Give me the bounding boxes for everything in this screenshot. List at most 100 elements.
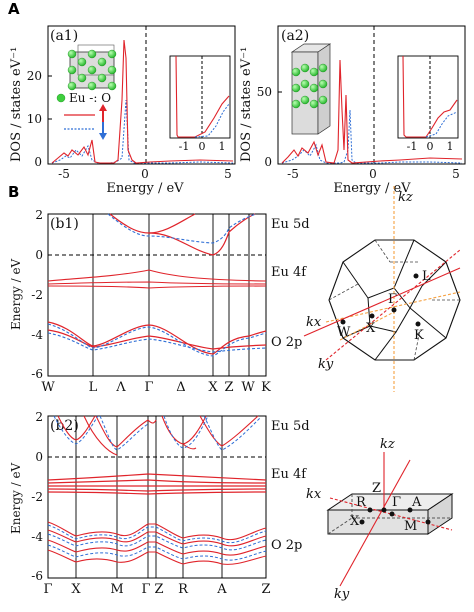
b2-cond-up [57, 415, 259, 456]
bz2-X-point [359, 519, 365, 525]
a1-inset-xtick--1: -1 [179, 140, 190, 153]
dos-panel-a2: (a2) 0 50 -5 0 5 Energy / eV -1 0 1 [257, 25, 466, 196]
a1-ytick-10: 10 [27, 112, 42, 126]
a1-legend-atom-icon [56, 93, 66, 103]
b1-label: (b1) [50, 216, 79, 232]
bz1-gamma-point [391, 307, 397, 313]
bz1-kz-label: kz [398, 190, 413, 205]
bz1-K-point [415, 321, 421, 327]
b2-kpoint-lines [75, 416, 223, 578]
bz2-kx-label: kx [306, 487, 322, 502]
b1-k-Gamma: Γ [144, 380, 153, 395]
a2-inset-up [402, 55, 458, 138]
b2-val-down [47, 524, 267, 561]
b1-kpoint-lines [92, 214, 250, 376]
b2-val-up [47, 521, 267, 565]
b1-k-W: W [41, 380, 55, 395]
b1-label-o2p: O 2p [271, 335, 302, 350]
b1-label-eu4f: Eu 4f [271, 265, 307, 280]
spin-up-arrow-icon [99, 104, 107, 122]
a2-inset-down [425, 111, 458, 138]
a1-legend-atom-label: Eu -: O [69, 91, 111, 105]
a1-inset-xtick-1: 1 [219, 140, 226, 153]
bz2-kx-axis [329, 497, 453, 531]
b1-k-Lambda: Λ [115, 380, 126, 395]
b1-cond-up-2 [148, 213, 256, 256]
bz2-Z-label: Z [372, 481, 381, 496]
b1-val-up-1 [47, 321, 267, 355]
a2-xtick--5: -5 [287, 167, 299, 181]
a2-inset-xtick-1: 1 [447, 140, 454, 153]
a1-inset-xtick-0: 0 [199, 140, 206, 153]
b2-label-eu5d: Eu 5d [271, 419, 310, 434]
b1-f-1 [47, 269, 267, 282]
b1-ytick--2: -2 [31, 288, 43, 302]
a1-xtick-5: 5 [224, 167, 232, 181]
bz2-ky-axis [339, 459, 411, 587]
b1-f-2 [47, 281, 267, 285]
brillouin-zone-fcc: kz kx ky L Γ W X K [303, 186, 461, 392]
brillouin-zone-tetragonal: kz kx ky R Z Γ A X M [306, 437, 454, 602]
a2-ytick-0: 0 [264, 155, 272, 169]
b1-k-Delta: Δ [176, 380, 185, 395]
bz1-ky-label: ky [318, 357, 334, 372]
b2-label-o2p: O 2p [271, 538, 302, 553]
a1-label: (a1) [50, 28, 78, 44]
b1-ytick-0: 0 [35, 248, 43, 262]
b2-cond-down [53, 415, 261, 451]
bz1-ky-axis [339, 311, 395, 341]
bz2-X-label: X [350, 514, 360, 529]
bz1-L-point [413, 273, 419, 279]
bz2-Z-point [381, 507, 387, 513]
b2-label: (b2) [50, 418, 79, 434]
bz1-gamma-label: Γ [388, 292, 397, 307]
a1-inset-down [194, 103, 230, 138]
bz1-red-diag [325, 249, 461, 361]
section-label-A: A [8, 0, 20, 18]
bz2-gamma-point [389, 511, 395, 517]
a1-ytick-0: 0 [34, 155, 42, 169]
b2-k-M: M [110, 582, 123, 597]
bz2-R-label: R [356, 495, 367, 510]
a1-frame [47, 25, 236, 165]
b1-ylabel: Energy / eV [9, 258, 23, 330]
b1-cond-down [107, 213, 257, 244]
b1-f-3 [47, 285, 267, 289]
b2-k-Z: Z [154, 582, 163, 597]
a1-xtick-0: 0 [141, 167, 149, 181]
a2-ytick-50: 50 [257, 85, 272, 99]
b1-k-K: K [261, 380, 271, 395]
a2-xtick-0: 0 [369, 167, 377, 181]
bz1-front-edges [342, 239, 447, 361]
bz2-A-label: A [411, 495, 422, 510]
b2-frame [47, 415, 267, 579]
bz2-ky-label: ky [334, 587, 350, 602]
b1-k-Z: Z [224, 380, 233, 395]
bz1-W-point [340, 319, 346, 325]
b1-k-L: L [89, 380, 98, 395]
b1-frame [47, 213, 267, 377]
a1-inset-up [175, 55, 230, 138]
a2-spin-up-curve [281, 59, 463, 164]
b1-val-down-1 [47, 323, 267, 357]
bz1-K-label: K [414, 328, 424, 343]
b1-k-W2: W [241, 380, 255, 395]
b2-ytick-0: 0 [35, 450, 43, 464]
b2-ylabel: Energy / eV [9, 462, 23, 534]
dos-ylabel-a2: DOS / states eV⁻¹ [239, 47, 254, 162]
b1-k-X: X [208, 380, 218, 395]
bz2-side-face [427, 493, 453, 535]
b2-ytick--2: -2 [31, 490, 43, 504]
bz2-kz-label: kz [380, 437, 395, 452]
a2-xtick-5: 5 [452, 167, 460, 181]
bz1-kx-label: kx [306, 315, 322, 330]
b1-cond-up-1 [109, 213, 196, 234]
a2-frame [277, 25, 466, 165]
b1-label-eu5d: Eu 5d [271, 217, 310, 232]
b1-ytick--4: -4 [31, 328, 43, 342]
bz1-L-label: L [422, 269, 431, 284]
bz2-M-label: M [404, 519, 417, 534]
spin-down-arrow-icon [99, 122, 107, 140]
b1-ytick--6: -6 [31, 367, 43, 381]
